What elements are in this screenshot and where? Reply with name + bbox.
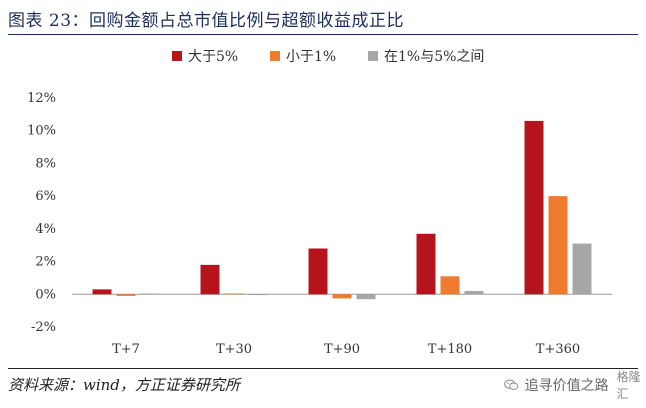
x-tick-label: T+7	[112, 342, 140, 357]
y-tick-label: 4%	[35, 222, 56, 237]
bar-3	[140, 293, 160, 295]
bar-3	[572, 243, 592, 295]
y-tick-label: 2%	[35, 255, 56, 270]
bar-2	[548, 196, 568, 295]
bar-2	[440, 276, 460, 295]
chart-title: 图表 23：回购金额占总市值比例与超额收益成正比	[8, 11, 405, 31]
legend-label: 大于5%	[188, 49, 238, 65]
x-tick-label: T+30	[216, 342, 252, 357]
legend-swatch	[172, 51, 182, 61]
bar-1	[524, 120, 544, 295]
x-tick-label: T+360	[536, 342, 580, 357]
y-tick-label: 0%	[35, 287, 56, 302]
bar-chart: -2% 0% 2% 4% 6% 8% 10% 12% T+7 T+30 T+90 T+180 T+360…	[27, 49, 612, 357]
x-tick-label: T+180	[428, 342, 472, 357]
bar-3	[248, 294, 268, 296]
legend-swatch	[270, 51, 280, 61]
legend-label: 在1%与5%之间	[384, 49, 484, 65]
bar-2	[116, 294, 136, 296]
footer-divider	[8, 368, 638, 369]
bar-3	[356, 294, 376, 300]
bar-2	[224, 293, 244, 295]
wechat-icon	[504, 379, 519, 390]
watermark-brand: 格隆汇	[616, 370, 641, 401]
legend-label: 小于1%	[286, 49, 336, 65]
bar-1	[308, 248, 328, 295]
watermark: 追寻价值之路 格隆汇	[504, 368, 646, 402]
y-tick-label: 10%	[27, 124, 56, 139]
y-tick-label: -2%	[31, 320, 56, 335]
title-divider	[8, 34, 638, 35]
x-tick-label: T+90	[324, 342, 360, 357]
legend-swatch	[368, 51, 378, 61]
y-tick-label: 8%	[35, 156, 56, 171]
watermark-text: 追寻价值之路	[524, 378, 609, 394]
bar-1	[200, 264, 220, 295]
source-note: 资料来源：wind，方正证券研究所	[8, 376, 240, 394]
y-tick-label: 12%	[27, 91, 56, 106]
bar-2	[332, 294, 352, 299]
bar-1	[92, 289, 112, 295]
bar-1	[416, 233, 436, 295]
y-tick-label: 6%	[35, 189, 56, 204]
bar-3	[464, 291, 484, 295]
